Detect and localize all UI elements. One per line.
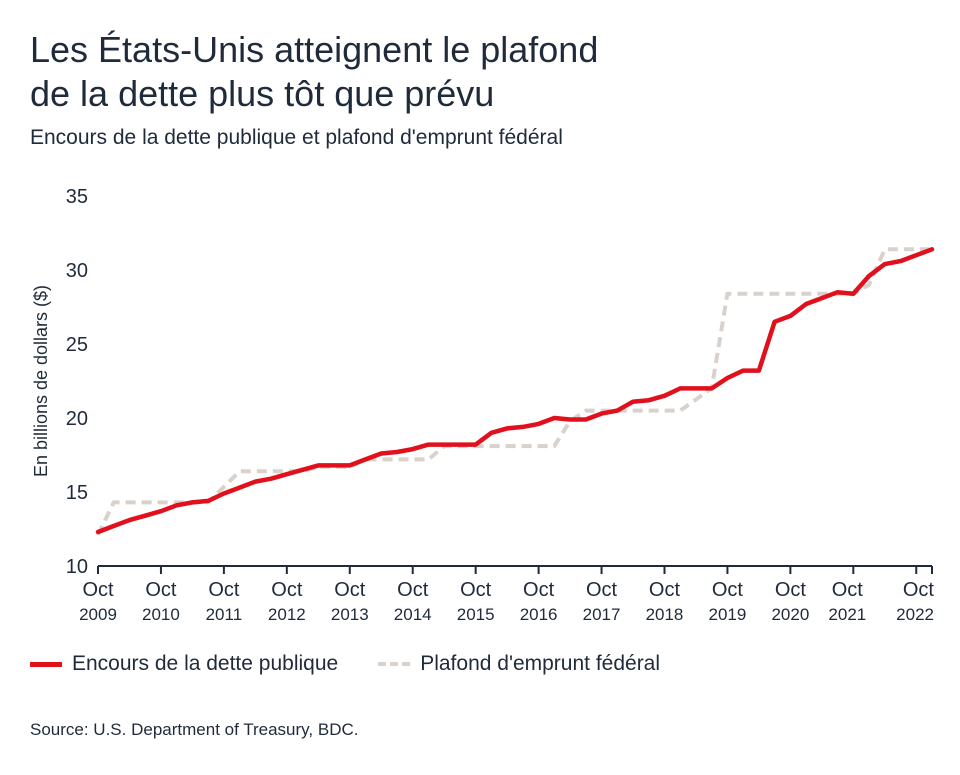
y-tick-label: 25	[66, 334, 88, 356]
x-tick-label-year: 2009	[79, 605, 117, 624]
y-tick-label: 35	[66, 186, 88, 208]
x-tick-label-month: Oct	[523, 579, 555, 601]
legend-item-debt: Encours de la dette publique	[30, 652, 338, 676]
x-tick-label-month: Oct	[271, 579, 303, 601]
x-tick-label-month: Oct	[903, 579, 935, 601]
x-axis: Oct 2009 Oct 2010 Oct 2011 Oct 2012 Oct 2013 Oct 20…	[79, 565, 935, 624]
legend-swatch-dashed-beige	[378, 662, 411, 666]
series-lines	[95, 247, 935, 536]
y-tick-label: 20	[66, 408, 88, 430]
chart-title: Les États-Unis atteignent le plafond de …	[30, 29, 599, 114]
legend-label-debt: Encours de la dette publique	[72, 652, 339, 675]
series-line-plafond	[96, 247, 932, 536]
x-tick-label-month: Oct	[832, 579, 864, 601]
x-tick-label-month: Oct	[649, 579, 681, 601]
x-tick-label-month: Oct	[82, 579, 114, 601]
y-tick-label: 10	[66, 556, 88, 578]
chart-subtitle: Encours de la dette publique et plafond …	[30, 126, 563, 149]
x-tick-label-year: 2010	[142, 605, 180, 624]
y-tick-label: 30	[66, 260, 88, 282]
y-axis: 10 15 20 25 30 35	[66, 186, 88, 578]
x-tick-label-month: Oct	[712, 579, 744, 601]
x-tick-label-year: 2019	[709, 605, 747, 624]
x-tick-label-year: 2017	[583, 605, 621, 624]
x-tick-label-month: Oct	[775, 579, 807, 601]
x-tick-label-month: Oct	[460, 579, 492, 601]
x-tick-label-month: Oct	[334, 579, 366, 601]
source-note: Source: U.S. Department of Treasury, BDC…	[30, 720, 359, 739]
x-tick-label-month: Oct	[586, 579, 618, 601]
x-tick-label-month: Oct	[397, 579, 429, 601]
y-axis-label: En billions de dollars ($)	[31, 285, 51, 477]
legend-item-ceiling: Plafond d'emprunt fédéral	[378, 652, 660, 676]
y-tick-label: 15	[66, 482, 88, 504]
x-tick-label-year: 2018	[646, 605, 684, 624]
x-tick-label-month: Oct	[145, 579, 177, 601]
line-chart: 10 15 20 25 30 35 Oct 2009 Oct 2010 Oct 2011 Oct 201…	[31, 186, 935, 624]
x-tick-label-year: 2020	[771, 605, 809, 624]
x-tick-label-year: 2011	[206, 605, 243, 624]
legend: Encours de la dette publique Plafond d'e…	[30, 652, 700, 676]
series-line-encours	[95, 247, 935, 535]
x-tick-label-year: 2022	[896, 605, 934, 624]
x-tick-label-month: Oct	[208, 579, 240, 601]
legend-swatch-solid-red	[30, 661, 62, 667]
x-tick-label-year: 2021	[828, 605, 866, 624]
x-tick-label-year: 2012	[268, 605, 306, 624]
legend-label-ceiling: Plafond d'emprunt fédéral	[420, 652, 661, 675]
x-tick-label-year: 2016	[520, 605, 558, 624]
x-tick-label-year: 2015	[457, 605, 495, 624]
x-tick-label-year: 2014	[394, 605, 432, 624]
x-tick-label-year: 2013	[331, 605, 369, 624]
